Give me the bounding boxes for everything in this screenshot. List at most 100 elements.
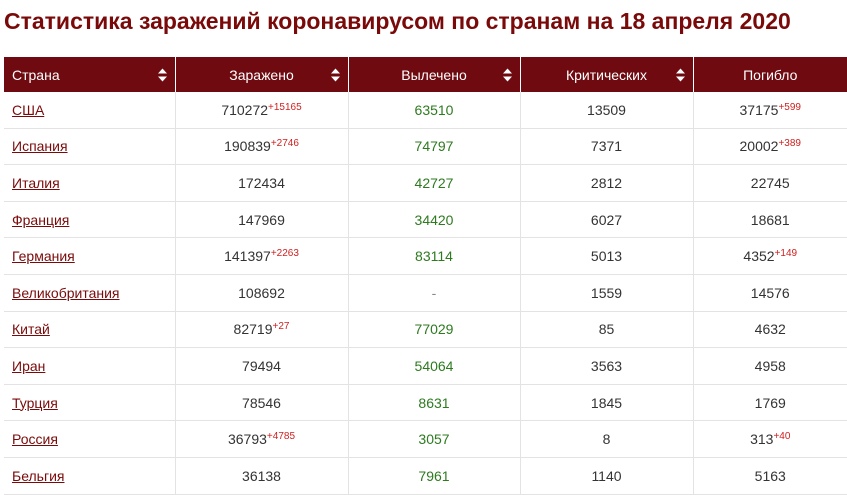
table-header-row: Страна Заражено Вылечено Критических Пог… [4, 57, 847, 92]
infected-value: 79494 [242, 357, 281, 374]
country-link[interactable]: США [12, 101, 45, 118]
critical-cell: 7371 [520, 128, 694, 166]
country-cell: Иран [4, 347, 176, 385]
table-body: США 710272+15165 63510 13509 37175+599 Испани… [4, 92, 847, 495]
stats-table: Страна Заражено Вылечено Критических Пог… [4, 57, 847, 495]
sort-icon[interactable] [330, 68, 340, 81]
country-cell: Италия [4, 164, 176, 202]
recovered-value: 74797 [414, 138, 454, 155]
country-link[interactable]: Франция [12, 211, 70, 228]
infected-delta: +2746 [270, 138, 299, 150]
page-title: Статистика заражений коронавирусом по ст… [4, 8, 791, 34]
country-link[interactable]: Германия [12, 248, 75, 265]
infected-value: 710272 [221, 101, 269, 118]
column-header-label: Страна [12, 66, 60, 83]
critical-cell: 8 [520, 420, 694, 458]
recovered-value: 63510 [414, 101, 454, 118]
recovered-cell: 83114 [348, 237, 521, 275]
recovered-value: 54064 [414, 357, 454, 374]
country-link[interactable]: Бельгия [12, 467, 65, 484]
country-link[interactable]: Турция [12, 394, 58, 411]
critical-cell: 2812 [520, 164, 694, 202]
column-header-label: Погибло [743, 66, 798, 83]
infected-cell: 36793+4785 [175, 420, 349, 458]
recovered-cell: 63510 [348, 92, 521, 129]
infected-cell: 108692 [175, 274, 349, 312]
deaths-value: 20002 [739, 138, 779, 155]
table-row: Италия 172434 42727 2812 22745 [4, 164, 847, 202]
deaths-cell: 5163 [693, 457, 847, 495]
critical-value: 3563 [590, 357, 623, 374]
country-cell: Франция [4, 201, 176, 239]
column-header-label: Заражено [229, 66, 294, 83]
infected-value: 172434 [238, 174, 285, 191]
country-cell: США [4, 92, 176, 129]
deaths-value: 14576 [750, 284, 790, 301]
critical-cell: 1559 [520, 274, 694, 312]
critical-cell: 1845 [520, 384, 694, 422]
critical-value: 1559 [590, 284, 623, 301]
column-header-recovered[interactable]: Вылечено [348, 57, 521, 92]
infected-cell: 141397+2263 [175, 237, 349, 275]
deaths-value: 313 [750, 431, 774, 448]
critical-value: 1140 [591, 467, 622, 484]
column-header-country[interactable]: Страна [4, 57, 176, 92]
critical-value: 2812 [590, 174, 623, 191]
deaths-delta: +40 [773, 431, 791, 443]
column-header-infected[interactable]: Заражено [175, 57, 349, 92]
infected-value: 190839 [224, 138, 271, 155]
recovered-value: 42727 [414, 174, 454, 191]
sort-icon[interactable] [157, 68, 167, 81]
deaths-value: 22745 [750, 174, 790, 191]
country-link[interactable]: Великобритания [12, 284, 120, 301]
infected-value: 108692 [238, 284, 285, 301]
recovered-cell: 42727 [348, 164, 521, 202]
deaths-value: 4958 [754, 357, 786, 374]
table-row: Китай 82719+27 77029 85 4632 [4, 311, 847, 349]
table-row: Бельгия 36138 7961 1140 5163 [4, 457, 847, 495]
table-row: Великобритания 108692 - 1559 14576 [4, 274, 847, 312]
country-link[interactable]: Испания [12, 138, 68, 155]
infected-cell: 78546 [175, 384, 349, 422]
country-cell: Бельгия [4, 457, 176, 495]
critical-cell: 6027 [520, 201, 694, 239]
infected-cell: 710272+15165 [175, 92, 349, 129]
critical-value: 7371 [590, 138, 623, 155]
country-cell: Китай [4, 311, 176, 349]
critical-value: 8 [602, 431, 611, 448]
infected-delta: +27 [272, 321, 290, 333]
infected-value: 147969 [238, 211, 285, 228]
recovered-value: 77029 [414, 321, 454, 338]
critical-value: 13509 [587, 101, 626, 118]
deaths-cell: 18681 [693, 201, 847, 239]
country-link[interactable]: Китай [12, 321, 50, 338]
recovered-value: 34420 [414, 211, 454, 228]
infected-value: 82719 [233, 321, 273, 338]
sort-icon[interactable] [675, 68, 685, 81]
infected-value: 78546 [242, 394, 281, 411]
deaths-cell: 37175+599 [693, 92, 847, 129]
critical-cell: 1140 [520, 457, 694, 495]
country-link[interactable]: Иран [12, 357, 46, 374]
recovered-cell: 34420 [348, 201, 521, 239]
infected-delta: +4785 [266, 431, 296, 443]
deaths-value: 4632 [754, 321, 786, 338]
infected-cell: 36138 [175, 457, 349, 495]
sort-icon[interactable] [502, 68, 512, 81]
country-cell: Турция [4, 384, 176, 422]
infected-cell: 190839+2746 [175, 128, 349, 166]
deaths-delta: +149 [774, 248, 798, 260]
recovered-value: 7961 [418, 467, 450, 484]
critical-value: 5013 [590, 248, 623, 265]
column-header-deaths[interactable]: Погибло [693, 57, 847, 92]
country-link[interactable]: Россия [12, 431, 58, 448]
deaths-cell: 4632 [693, 311, 847, 349]
deaths-cell: 22745 [693, 164, 847, 202]
table-row: Россия 36793+4785 3057 8 313+40 [4, 420, 847, 458]
deaths-value: 18681 [750, 211, 790, 228]
deaths-value: 5163 [754, 467, 786, 484]
column-header-label: Вылечено [401, 66, 467, 83]
country-link[interactable]: Италия [12, 174, 60, 191]
infected-delta: +15165 [268, 101, 302, 113]
column-header-critical[interactable]: Критических [520, 57, 694, 92]
